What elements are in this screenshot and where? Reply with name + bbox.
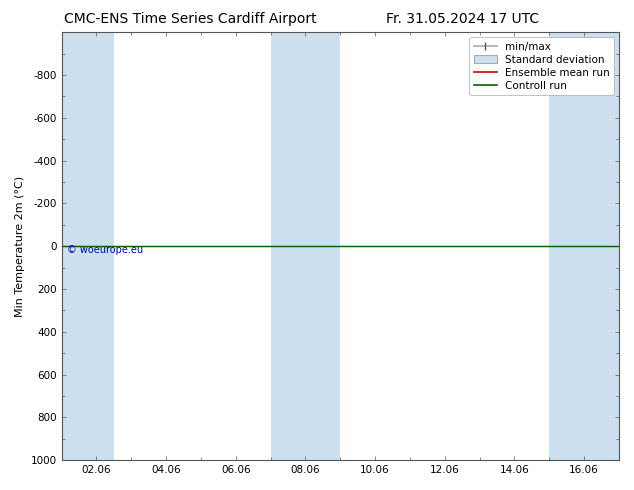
Bar [549,32,619,460]
Text: Fr. 31.05.2024 17 UTC: Fr. 31.05.2024 17 UTC [386,12,540,26]
Y-axis label: Min Temperature 2m (°C): Min Temperature 2m (°C) [15,175,25,317]
Text: CMC-ENS Time Series Cardiff Airport: CMC-ENS Time Series Cardiff Airport [64,12,316,26]
Legend: min/max, Standard deviation, Ensemble mean run, Controll run: min/max, Standard deviation, Ensemble me… [469,37,614,95]
Bar [271,32,340,460]
Text: © woeurope.eu: © woeurope.eu [67,245,143,255]
Bar [61,32,114,460]
